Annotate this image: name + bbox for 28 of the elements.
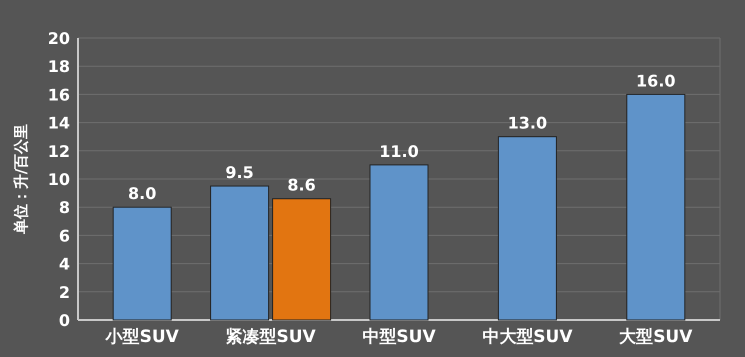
x-tick-label: 中型SUV xyxy=(362,327,436,347)
y-tick-label: 8 xyxy=(58,198,70,218)
y-tick-label: 10 xyxy=(48,170,70,189)
y-tick-label: 16 xyxy=(48,85,70,104)
data-label: 13.0 xyxy=(508,114,548,133)
x-tick-label: 小型SUV xyxy=(104,327,180,347)
y-tick-label: 14 xyxy=(48,114,70,133)
x-tick-label: 大型SUV xyxy=(619,327,694,347)
bar xyxy=(112,206,172,320)
y-tick-label: 4 xyxy=(58,254,70,274)
y-tick-label: 6 xyxy=(58,226,70,246)
y-tick-label: 18 xyxy=(48,57,70,76)
y-tick-label: 2 xyxy=(58,282,70,302)
data-label: 9.5 xyxy=(225,163,254,182)
bar xyxy=(272,198,332,320)
x-tick-label: 中大型SUV xyxy=(482,327,574,347)
bar xyxy=(498,136,557,320)
y-tick-label: 20 xyxy=(48,29,70,48)
y-tick-label: 0 xyxy=(58,311,70,330)
data-label: 8.0 xyxy=(128,184,156,204)
y-tick-label: 12 xyxy=(48,142,70,161)
bar xyxy=(370,164,428,320)
data-label: 8.6 xyxy=(287,176,316,195)
data-label: 11.0 xyxy=(379,142,419,161)
x-tick-label: 紧凑型SUV xyxy=(225,327,317,347)
y-axis-title: 单位：升/百公里 xyxy=(12,124,30,236)
data-label: 16.0 xyxy=(636,71,676,90)
bar xyxy=(626,94,686,320)
